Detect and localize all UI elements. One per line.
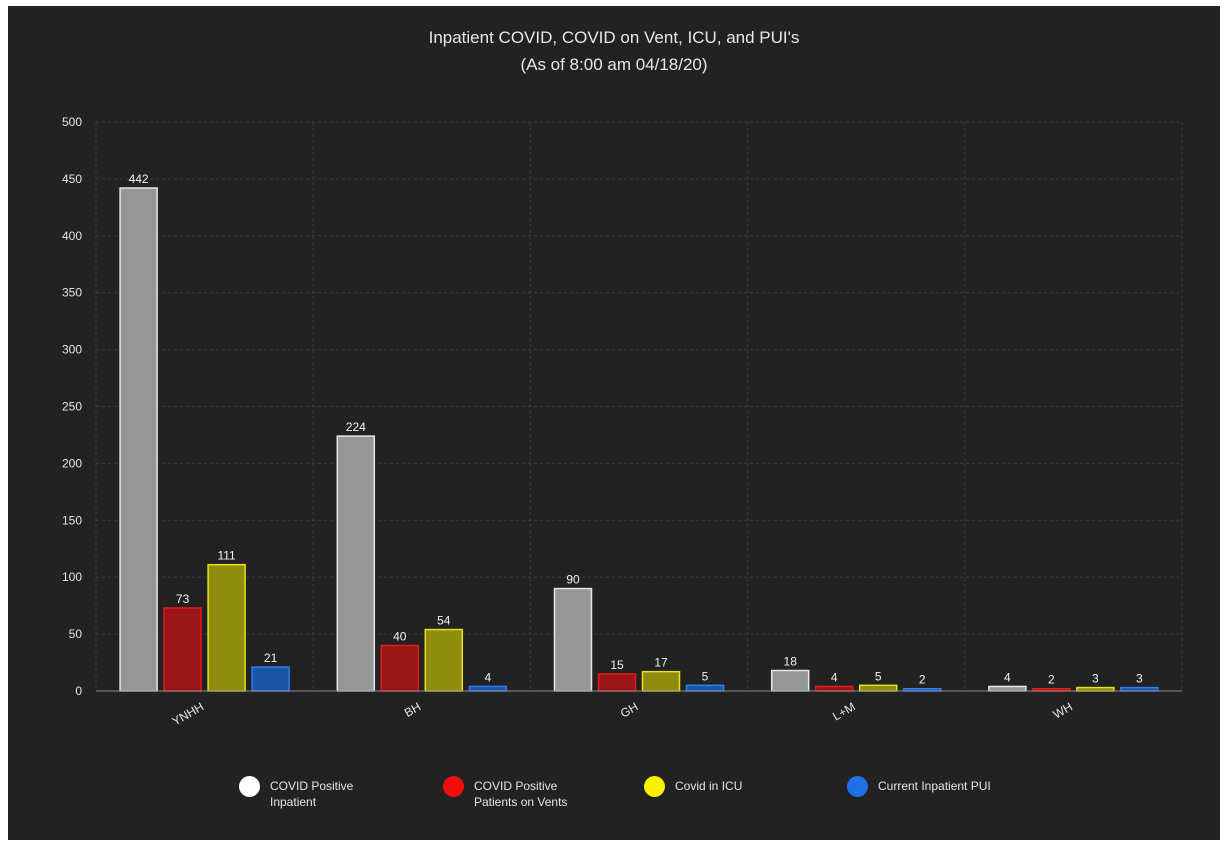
- data-label: 4: [484, 670, 491, 684]
- y-tick-label: 400: [62, 229, 82, 243]
- bar: [251, 666, 290, 692]
- legend-label-line: Current Inpatient PUI: [878, 779, 991, 793]
- y-tick-label: 300: [62, 343, 82, 357]
- chart-title-block: Inpatient COVID, COVID on Vent, ICU, and…: [8, 24, 1220, 78]
- data-label: 15: [610, 658, 624, 672]
- bar: [597, 673, 637, 692]
- bar-chart: 0501001502002503003504004505004427311121…: [62, 115, 1183, 729]
- bar: [1076, 686, 1115, 692]
- legend-item: Current Inpatient PUI: [847, 776, 1028, 797]
- legend-label-line: Inpatient: [270, 795, 317, 809]
- bar: [858, 684, 898, 692]
- bar: [424, 628, 464, 692]
- bar: [685, 684, 725, 692]
- legend-label-line: COVID Positive: [270, 779, 354, 793]
- y-tick-label: 150: [62, 513, 82, 527]
- data-label: 4: [1004, 670, 1011, 684]
- legend-swatch: [644, 776, 665, 797]
- y-tick-label: 200: [62, 456, 82, 470]
- data-label: 21: [264, 651, 278, 665]
- data-label: 4: [831, 670, 838, 684]
- legend-label-line: Covid in ICU: [675, 779, 743, 793]
- data-label: 54: [437, 614, 451, 628]
- y-tick-label: 450: [62, 172, 82, 186]
- bar: [163, 607, 202, 692]
- data-label: 2: [919, 673, 926, 687]
- data-label: 3: [1092, 672, 1099, 686]
- bar: [1120, 686, 1159, 692]
- legend-item: COVID Positive Inpatient: [239, 776, 420, 810]
- bar: [553, 587, 593, 692]
- bar: [770, 669, 810, 692]
- bar: [641, 670, 681, 692]
- y-tick-label: 500: [62, 115, 82, 129]
- legend-label: Current Inpatient PUI: [878, 778, 1028, 794]
- y-tick-label: 250: [62, 400, 82, 414]
- y-tick-label: 50: [69, 627, 83, 641]
- data-label: 3: [1136, 672, 1143, 686]
- legend-label-line: COVID Positive: [474, 779, 558, 793]
- data-label: 90: [566, 573, 580, 587]
- x-tick-label: GH: [618, 699, 641, 720]
- legend-label: Covid in ICU: [675, 778, 825, 794]
- legend-item: Covid in ICU: [644, 776, 825, 797]
- legend-swatch: [847, 776, 868, 797]
- legend-swatch: [443, 776, 464, 797]
- bar: [207, 563, 246, 692]
- data-label: 5: [875, 669, 882, 683]
- legend-item: COVID Positive Patients on Vents: [443, 776, 624, 810]
- legend-label: COVID Positive Inpatient: [270, 778, 420, 810]
- chart-title: Inpatient COVID, COVID on Vent, ICU, and…: [428, 28, 800, 47]
- data-label: 2: [1048, 673, 1055, 687]
- data-label: 224: [346, 420, 366, 434]
- chart-legend: COVID Positive Inpatient COVID Positive Pat…: [8, 776, 1220, 826]
- bar: [380, 644, 420, 692]
- chart-subtitle: (As of 8:00 am 04/18/20): [520, 55, 708, 74]
- chart-panel: Inpatient COVID, COVID on Vent, ICU, and…: [8, 6, 1220, 840]
- data-label: 18: [784, 655, 798, 669]
- x-tick-label: WH: [1051, 699, 1075, 721]
- data-label: 73: [176, 592, 190, 606]
- bar: [336, 435, 376, 692]
- data-label: 111: [217, 549, 236, 563]
- bar: [988, 685, 1027, 692]
- x-tick-label: BH: [402, 699, 423, 719]
- legend-swatch: [239, 776, 260, 797]
- legend-label: COVID Positive Patients on Vents: [474, 778, 624, 810]
- data-label: 5: [702, 669, 709, 683]
- data-label: 40: [393, 629, 407, 643]
- y-tick-label: 350: [62, 286, 82, 300]
- bar: [119, 187, 158, 692]
- x-tick-label: L+M: [830, 699, 858, 723]
- data-label: 17: [654, 656, 668, 670]
- data-label: 442: [129, 172, 149, 186]
- bar: [468, 685, 508, 692]
- legend-label-line: Patients on Vents: [474, 795, 568, 809]
- bar: [814, 685, 854, 692]
- y-tick-label: 0: [75, 684, 82, 698]
- y-tick-label: 100: [62, 570, 82, 584]
- x-tick-label: YNHH: [170, 699, 206, 728]
